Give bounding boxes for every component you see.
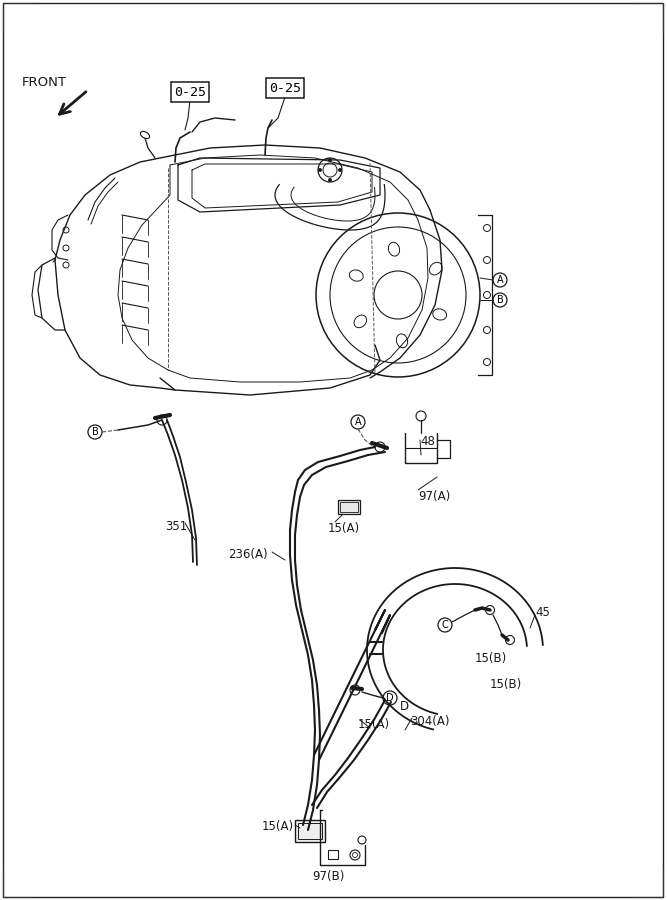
Text: 15(B): 15(B) [475, 652, 507, 665]
Text: 15(B): 15(B) [490, 678, 522, 691]
Text: 48: 48 [420, 435, 435, 448]
Bar [298, 823, 322, 839]
Bar [295, 820, 325, 842]
Text: 304(A): 304(A) [410, 715, 450, 728]
Text: B: B [497, 295, 504, 305]
Circle shape [338, 168, 342, 172]
Text: 97(A): 97(A) [418, 490, 450, 503]
Bar [338, 500, 360, 514]
Text: 351: 351 [165, 520, 187, 533]
Text: D: D [400, 700, 409, 713]
Text: 0-25: 0-25 [174, 86, 206, 98]
Circle shape [329, 158, 331, 161]
Circle shape [319, 168, 321, 172]
Text: B: B [91, 427, 98, 437]
Bar [328, 850, 338, 859]
Text: C: C [442, 620, 448, 630]
Bar [340, 502, 358, 512]
Text: 15(A): 15(A) [262, 820, 294, 833]
Text: 45: 45 [535, 606, 550, 618]
Text: 236(A): 236(A) [228, 548, 267, 561]
Text: A: A [497, 275, 504, 285]
Circle shape [329, 178, 331, 182]
Text: FRONT: FRONT [22, 76, 67, 88]
Text: D: D [386, 693, 394, 703]
Text: 0-25: 0-25 [269, 82, 301, 94]
Text: A: A [355, 417, 362, 427]
Text: 15(A): 15(A) [358, 718, 390, 731]
Text: 15(A): 15(A) [328, 522, 360, 535]
Text: 97(B): 97(B) [312, 870, 344, 883]
